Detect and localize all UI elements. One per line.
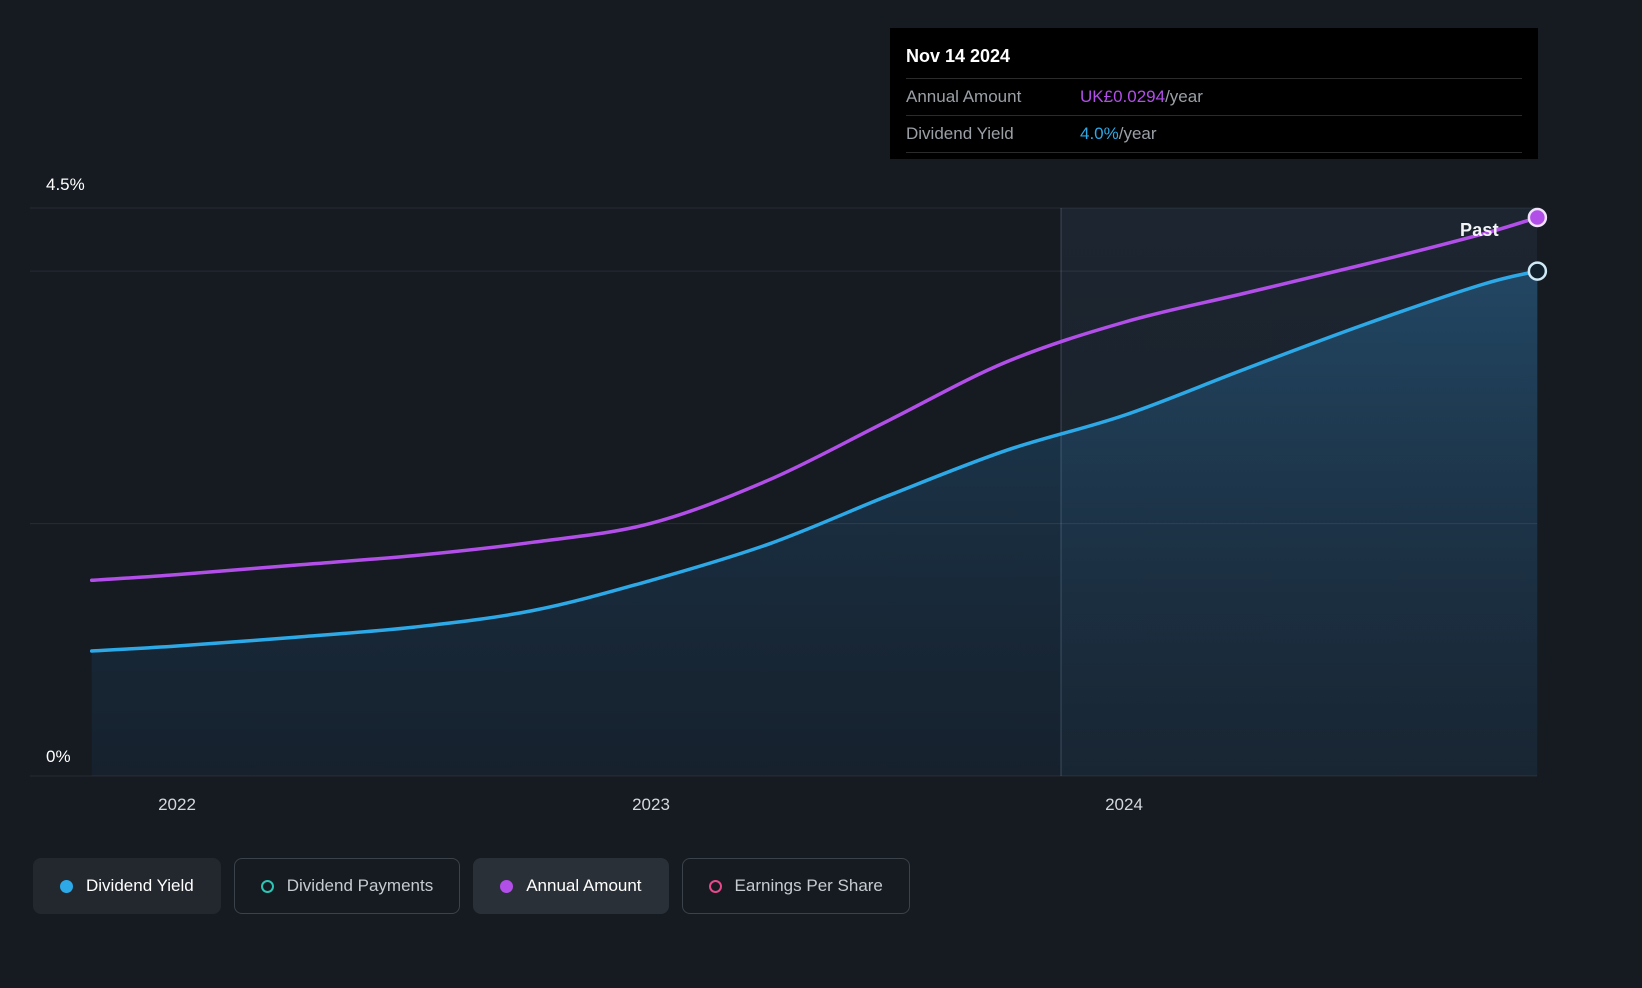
tooltip-value: 4.0% xyxy=(1080,124,1119,143)
legend-earnings-per-share-button[interactable]: Earnings Per Share xyxy=(681,858,910,914)
y-axis-max-label: 4.5% xyxy=(46,175,85,194)
legend-label: Earnings Per Share xyxy=(734,876,883,895)
chart-legend: Dividend Yield Dividend Payments Annual … xyxy=(33,858,910,914)
tooltip-suffix: /year xyxy=(1118,124,1157,143)
legend-annual-amount-button[interactable]: Annual Amount xyxy=(473,858,669,914)
legend-dividend-payments-button[interactable]: Dividend Payments xyxy=(233,858,461,914)
dividend-yield-line xyxy=(89,269,1540,653)
x-tick-2022: 2022 xyxy=(158,795,196,814)
annual-amount-endpoint-marker xyxy=(1527,207,1548,228)
legend-label: Annual Amount xyxy=(526,876,642,895)
tooltip-row-dividend-yield: Dividend Yield 4.0%/year xyxy=(906,116,1522,153)
tooltip-suffix: /year xyxy=(1165,87,1203,106)
annual-amount-line xyxy=(89,215,1540,583)
past-region-label: Past xyxy=(1460,220,1499,240)
dividend-payments-ring-icon xyxy=(260,879,274,893)
annual-amount-dot-icon xyxy=(500,879,514,893)
dividend-yield-dot-icon xyxy=(60,879,73,893)
chart-tooltip: Nov 14 2024 Annual Amount UK£0.0294/year… xyxy=(890,28,1538,159)
earnings-per-share-ring-icon xyxy=(708,879,722,893)
tooltip-label: Annual Amount xyxy=(906,87,1022,106)
y-axis-min-label: 0% xyxy=(46,747,71,766)
legend-label: Dividend Payments xyxy=(286,876,434,895)
tooltip-value: UK£0.0294 xyxy=(1080,87,1166,106)
legend-label: Dividend Yield xyxy=(86,876,194,895)
tooltip-row-annual-amount: Annual Amount UK£0.0294/year xyxy=(906,79,1522,116)
tooltip-date: Nov 14 2024 xyxy=(906,40,1522,79)
legend-dividend-yield-button[interactable]: Dividend Yield xyxy=(33,858,221,914)
x-tick-2024: 2024 xyxy=(1105,795,1143,814)
x-tick-2023: 2023 xyxy=(632,795,670,814)
dividend-yield-endpoint-marker xyxy=(1527,261,1548,281)
tooltip-label: Dividend Yield xyxy=(906,124,1014,143)
